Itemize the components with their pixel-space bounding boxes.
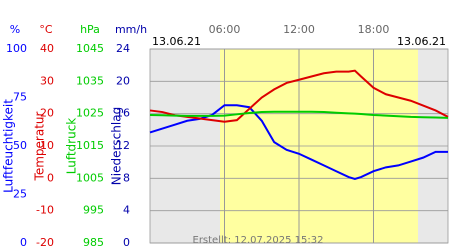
axis-unit: °C [39, 23, 53, 36]
y-tick-label: 8 [123, 171, 130, 184]
y-tick-label: 0 [123, 236, 130, 249]
y-tick-label: 1015 [76, 139, 104, 152]
axis-unit: hPa [80, 23, 100, 36]
y-tick-label: 4 [123, 204, 130, 217]
y-tick-label: 100 [6, 42, 27, 55]
date-right: 13.06.21 [397, 35, 446, 48]
y-tick-label: 1005 [76, 171, 104, 184]
y-tick-label: 995 [83, 204, 104, 217]
y-tick-label: 75 [13, 91, 27, 104]
y-tick-label: 12 [116, 139, 130, 152]
y-tick-label: 985 [83, 236, 104, 249]
y-tick-label: 24 [116, 42, 130, 55]
series-line [149, 69, 449, 123]
grid [149, 48, 449, 244]
x-tick-label: 12:00 [283, 23, 315, 36]
y-tick-label: 10 [40, 139, 54, 152]
y-tick-label: 50 [13, 139, 27, 152]
y-tick-label: 0 [47, 171, 54, 184]
x-tick-label: 18:00 [358, 23, 390, 36]
y-tick-label: -20 [36, 236, 54, 249]
lines [149, 69, 449, 181]
axis-title: Niederschlag [110, 107, 124, 185]
y-tick-label: 20 [116, 74, 130, 87]
y-tick-label: 30 [40, 74, 54, 87]
series-line [149, 110, 449, 119]
y-tick-label: -10 [36, 204, 54, 217]
plot-frame [149, 48, 449, 244]
axis-unit: % [10, 23, 20, 36]
y-tick-label: 16 [116, 107, 130, 120]
axis-title: Temperatur [33, 111, 47, 181]
y-tick-label: 0 [20, 236, 27, 249]
axis-unit: mm/h [115, 23, 147, 36]
x-tick-label: 06:00 [209, 23, 241, 36]
y-tick-label: 40 [40, 42, 54, 55]
footer: Erstellt: 12.07.2025 15:32 [193, 235, 324, 246]
date-left: 13.06.21 [152, 35, 201, 48]
axis-title: Luftfeuchtigkeit [2, 99, 16, 193]
y-tick-label: 20 [40, 107, 54, 120]
y-tick-label: 1025 [76, 107, 104, 120]
y-tick-label: 25 [13, 188, 27, 201]
axis-title: Luftdruck [65, 118, 79, 175]
y-tick-label: 1045 [76, 42, 104, 55]
y-tick-label: 1035 [76, 74, 104, 87]
